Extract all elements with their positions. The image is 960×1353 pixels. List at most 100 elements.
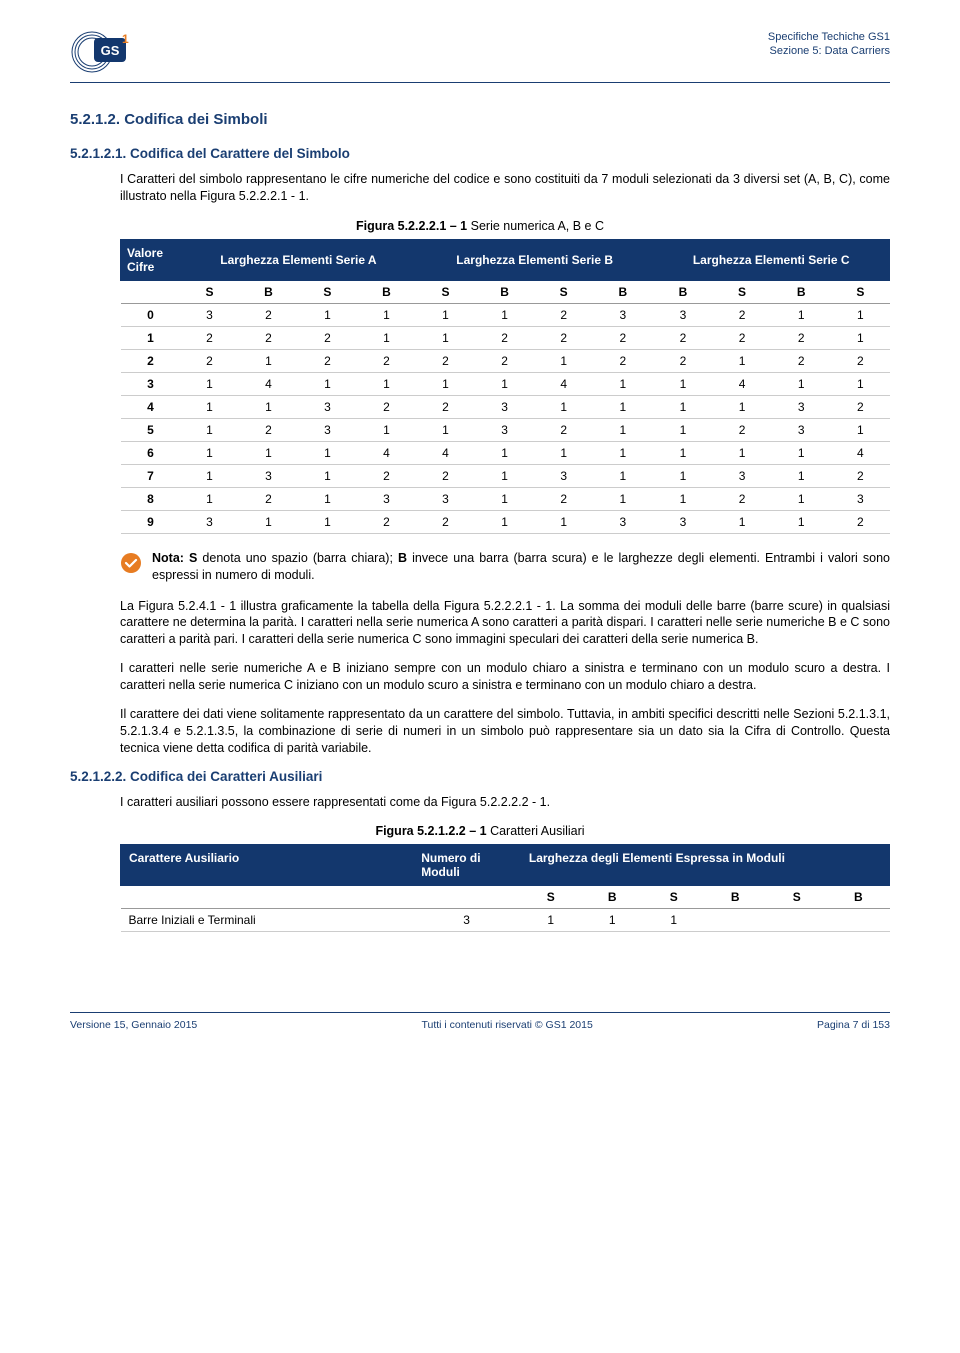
data-cell: 2 bbox=[831, 395, 889, 418]
table-row: 1222112222221 bbox=[121, 326, 890, 349]
data-cell: 1 bbox=[475, 303, 535, 326]
data-cell: 3 bbox=[653, 303, 713, 326]
data-cell: 1 bbox=[771, 372, 831, 395]
data-cell: 3 bbox=[298, 418, 356, 441]
series-table: Valore Cifre Larghezza Elementi Serie A … bbox=[120, 239, 890, 534]
figure2-caption-rest: Caratteri Ausiliari bbox=[487, 824, 585, 838]
data-cell: 1 bbox=[239, 395, 299, 418]
svg-text:1: 1 bbox=[122, 32, 129, 46]
data-cell: 3 bbox=[713, 464, 771, 487]
data-cell: 2 bbox=[535, 418, 593, 441]
data-cell: 3 bbox=[239, 464, 299, 487]
data-cell bbox=[704, 909, 766, 932]
data-cell: 4 bbox=[356, 441, 416, 464]
data-cell: 2 bbox=[181, 326, 239, 349]
header-doc-title: Specifiche Techiche GS1 Sezione 5: Data … bbox=[768, 30, 890, 59]
data-cell: 4 bbox=[535, 372, 593, 395]
data-cell: 1 bbox=[416, 372, 474, 395]
data-cell: 1 bbox=[771, 510, 831, 533]
data-cell: 1 bbox=[593, 487, 653, 510]
data-cell: 2 bbox=[239, 487, 299, 510]
data-cell: 3 bbox=[416, 487, 474, 510]
table1-subhead-cell: S bbox=[713, 280, 771, 303]
data-cell: 2 bbox=[356, 510, 416, 533]
table1-subhead-cell: S bbox=[181, 280, 239, 303]
data-cell: 1 bbox=[475, 464, 535, 487]
data-cell: 2 bbox=[831, 510, 889, 533]
data-cell: 4 bbox=[416, 441, 474, 464]
th-serie-b: Larghezza Elementi Serie B bbox=[416, 239, 653, 280]
data-cell: 2 bbox=[475, 326, 535, 349]
data-cell: 1 bbox=[771, 487, 831, 510]
data-cell: 1 bbox=[653, 441, 713, 464]
figure1-caption: Figura 5.2.2.2.1 – 1 Serie numerica A, B… bbox=[70, 219, 890, 233]
data-cell: 1 bbox=[535, 441, 593, 464]
data-cell: 1 bbox=[653, 464, 713, 487]
intro-paragraph: I Caratteri del simbolo rappresentano le… bbox=[120, 171, 890, 205]
table-row: 3141111411411 bbox=[121, 372, 890, 395]
data-cell: 3 bbox=[771, 418, 831, 441]
table-row: 4113223111132 bbox=[121, 395, 890, 418]
table-row: 8121331211213 bbox=[121, 487, 890, 510]
data-cell: 1 bbox=[535, 510, 593, 533]
note-block: Nota: S denota uno spazio (barra chiara)… bbox=[120, 550, 890, 584]
table2-subhead-cell: B bbox=[704, 886, 766, 909]
th-valore-cifre: Valore Cifre bbox=[121, 239, 181, 280]
paragraph-4: Il carattere dei dati viene solitamente … bbox=[120, 706, 890, 757]
header-rule bbox=[70, 82, 890, 83]
aux-row-modules: 3 bbox=[413, 909, 521, 932]
figure2-caption-bold: Figura 5.2.1.2.2 – 1 bbox=[375, 824, 486, 838]
row-value-cell: 8 bbox=[121, 487, 181, 510]
data-cell: 1 bbox=[520, 909, 581, 932]
table2-subhead-cell: S bbox=[520, 886, 581, 909]
table-row: 6111441111114 bbox=[121, 441, 890, 464]
data-cell: 1 bbox=[593, 372, 653, 395]
data-cell: 2 bbox=[713, 418, 771, 441]
data-cell: 1 bbox=[298, 441, 356, 464]
data-cell: 1 bbox=[181, 372, 239, 395]
data-cell: 3 bbox=[831, 487, 889, 510]
data-cell: 3 bbox=[181, 303, 239, 326]
table1-subhead-cell: S bbox=[831, 280, 889, 303]
row-value-cell: 7 bbox=[121, 464, 181, 487]
data-cell: 2 bbox=[475, 349, 535, 372]
section-heading-5-2-1-2-1: 5.2.1.2.1. Codifica del Carattere del Si… bbox=[70, 146, 890, 161]
table1-subhead-cell: B bbox=[593, 280, 653, 303]
data-cell: 1 bbox=[535, 349, 593, 372]
data-cell: 2 bbox=[713, 303, 771, 326]
aux-intro-paragraph: I caratteri ausiliari possono essere rap… bbox=[120, 794, 890, 811]
page-header: GS 1 Specifiche Techiche GS1 Sezione 5: … bbox=[70, 30, 890, 74]
data-cell: 3 bbox=[475, 418, 535, 441]
data-cell: 2 bbox=[713, 487, 771, 510]
data-cell: 1 bbox=[181, 395, 239, 418]
svg-text:GS: GS bbox=[101, 43, 120, 58]
data-cell: 1 bbox=[831, 303, 889, 326]
data-cell: 2 bbox=[653, 326, 713, 349]
data-cell: 3 bbox=[181, 510, 239, 533]
data-cell: 3 bbox=[593, 303, 653, 326]
data-cell: 2 bbox=[416, 464, 474, 487]
data-cell: 4 bbox=[239, 372, 299, 395]
th-numero-moduli: Numero di Moduli bbox=[413, 845, 521, 886]
data-cell: 2 bbox=[298, 326, 356, 349]
data-cell: 1 bbox=[831, 326, 889, 349]
data-cell: 1 bbox=[356, 418, 416, 441]
data-cell: 1 bbox=[181, 464, 239, 487]
data-cell: 2 bbox=[239, 303, 299, 326]
table1-subhead-cell: B bbox=[239, 280, 299, 303]
figure1-caption-rest: Serie numerica A, B e C bbox=[467, 219, 604, 233]
data-cell: 3 bbox=[653, 510, 713, 533]
paragraph-3: I caratteri nelle serie numeriche A e B … bbox=[120, 660, 890, 694]
data-cell: 1 bbox=[593, 464, 653, 487]
header-line1: Specifiche Techiche GS1 bbox=[768, 30, 890, 44]
data-cell: 1 bbox=[713, 510, 771, 533]
data-cell: 1 bbox=[298, 487, 356, 510]
data-cell: 2 bbox=[239, 418, 299, 441]
table1-subhead-cell: B bbox=[475, 280, 535, 303]
aux-row-label: Barre Iniziali e Terminali bbox=[121, 909, 413, 932]
th-serie-c: Larghezza Elementi Serie C bbox=[653, 239, 890, 280]
aux-table: Carattere Ausiliario Numero di Moduli La… bbox=[120, 844, 890, 932]
data-cell: 1 bbox=[653, 395, 713, 418]
data-cell: 1 bbox=[771, 303, 831, 326]
data-cell: 1 bbox=[771, 464, 831, 487]
